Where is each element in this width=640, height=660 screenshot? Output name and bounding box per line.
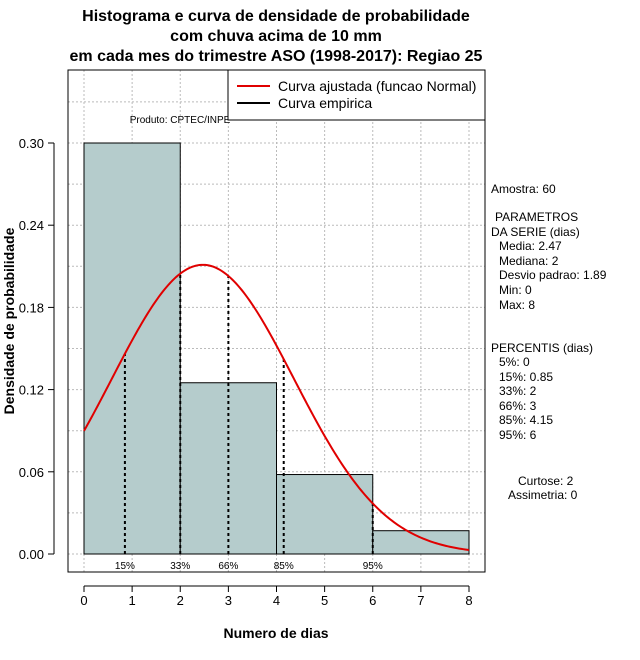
chart-title-line-1: Histograma e curva de densidade de proba… — [82, 8, 470, 25]
param-media: Media: 2.47 — [499, 239, 562, 253]
x-tick-label-0: 0 — [80, 593, 87, 608]
chart-title-line-2: com chuva acima de 10 mm — [170, 28, 382, 45]
x-tick-label-1: 1 — [129, 593, 136, 608]
x-tick-label-7: 7 — [417, 593, 424, 608]
chart-title-line-3: em cada mes do trimestre ASO (1998-2017)… — [70, 48, 483, 65]
param-desvio: Desvio padrao: 1.89 — [499, 268, 607, 282]
y-tick-label-4: 0.24 — [19, 218, 44, 233]
percentil-66: 66%: 3 — [499, 399, 537, 413]
legend: Curva ajustada (funcao Normal) Curva emp… — [227, 69, 486, 121]
x-tick-label-2: 2 — [177, 593, 184, 608]
x-tick-label-5: 5 — [321, 593, 328, 608]
percentil-15: 15%: 0.85 — [499, 370, 553, 384]
y-tick-label-3: 0.18 — [19, 300, 44, 315]
y-tick-label-5: 0.30 — [19, 136, 44, 151]
percentil-33: 33%: 2 — [499, 384, 537, 398]
side-panel: Amostra: 60 PARAMETROS DA SERIE (dias) M… — [491, 182, 607, 502]
sample-size: Amostra: 60 — [491, 182, 556, 196]
legend-label-empirical: Curva empirica — [278, 95, 372, 111]
normal-curve-layer — [83, 263, 470, 551]
histogram-bar-2 — [276, 474, 374, 555]
params-title-1: PARAMETROS — [495, 210, 578, 224]
product-label: Produto: CPTEC/INPE — [130, 115, 231, 126]
percentile-label-15: 15% — [115, 561, 135, 572]
histogram-bar-0 — [83, 142, 181, 555]
percentis-title: PERCENTIS (dias) — [491, 341, 593, 355]
assimetria: Assimetria: 0 — [508, 488, 578, 502]
histogram-bar-3 — [372, 530, 470, 555]
x-tick-label-4: 4 — [273, 593, 280, 608]
legend-box — [227, 69, 486, 121]
param-mediana: Mediana: 2 — [499, 254, 559, 268]
curtose: Curtose: 2 — [518, 474, 574, 488]
legend-label-fitted-curve: Curva ajustada (funcao Normal) — [278, 78, 476, 94]
x-tick-label-3: 3 — [225, 593, 232, 608]
percentil-95: 95%: 6 — [499, 428, 537, 442]
param-max: Max: 8 — [499, 298, 535, 312]
percentile-label-33: 33% — [170, 561, 190, 572]
percentil-85: 85%: 4.15 — [499, 413, 553, 427]
percentile-lines: 15% 33% 66% 85% 95% — [115, 273, 383, 572]
percentile-label-66: 66% — [218, 561, 238, 572]
y-tick-label-2: 0.12 — [19, 383, 44, 398]
percentile-label-95: 95% — [363, 561, 383, 572]
y-tick-label-0: 0.00 — [19, 547, 44, 562]
x-axis-title: Numero de dias — [223, 625, 328, 641]
percentil-5: 5%: 0 — [499, 355, 530, 369]
y-axis-title: Densidade de probabilidade — [1, 227, 17, 414]
y-tick-label-1: 0.06 — [19, 465, 44, 480]
axes: 0 1 2 3 4 5 6 7 8 0.00 0.06 0.12 0.18 0.24 0.30 — [19, 136, 473, 608]
params-title-2: DA SERIE (dias) — [491, 225, 580, 239]
x-tick-label-8: 8 — [465, 593, 472, 608]
param-min: Min: 0 — [499, 283, 532, 297]
normal-curve — [83, 263, 470, 551]
percentile-label-85: 85% — [274, 561, 294, 572]
x-tick-label-6: 6 — [369, 593, 376, 608]
